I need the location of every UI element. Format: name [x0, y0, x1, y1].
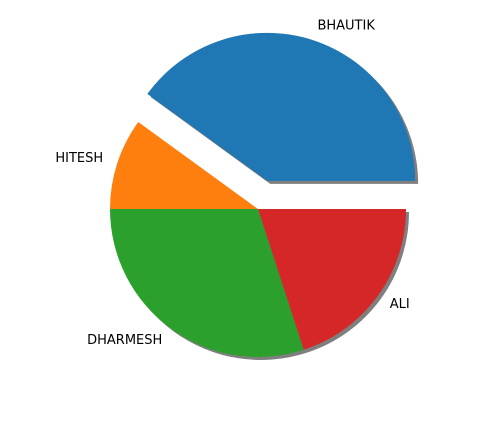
label-layer: BHAUTIK HITESH DHARMESH ALI [55, 19, 409, 349]
slice-label-ali: ALI [390, 297, 410, 312]
pie-slice-hitesh [110, 122, 258, 209]
pie-slice-ali [258, 209, 406, 350]
slice-label-dharmesh: DHARMESH [87, 333, 162, 348]
slice-label-bhautik: BHAUTIK [317, 19, 375, 34]
pie-slice-dharmesh [110, 209, 304, 357]
pie-slice-bhautik [147, 32, 416, 181]
slice-layer [110, 32, 416, 357]
slice-label-hitesh: HITESH [55, 151, 103, 166]
